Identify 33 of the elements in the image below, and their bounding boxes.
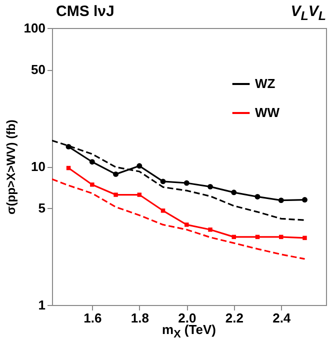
point xyxy=(160,178,166,184)
y-tick-label: 1 xyxy=(38,298,46,312)
point xyxy=(89,159,95,165)
line-series xyxy=(52,140,306,221)
text: V$_{L}$V$_{L}$ xyxy=(290,3,326,23)
point xyxy=(302,197,308,203)
y-tick-label: 100 xyxy=(24,20,46,36)
line-series xyxy=(52,178,306,260)
point xyxy=(114,192,118,197)
point xyxy=(184,180,190,186)
x-tick-label: 1.8 xyxy=(130,310,149,326)
x-tick-label: 2.2 xyxy=(225,310,244,326)
y-tick-label: 5 xyxy=(38,200,46,216)
chart-title: CMS lνJ xyxy=(56,3,114,20)
point xyxy=(184,222,189,227)
point xyxy=(231,190,237,196)
point xyxy=(137,192,142,197)
x-tick-label: 1.6 xyxy=(84,310,102,326)
y-tick-label: 50 xyxy=(31,62,46,78)
x-tick-label: 2.4 xyxy=(272,310,292,326)
point xyxy=(208,228,212,232)
point xyxy=(136,163,142,169)
y-tick-label: 10 xyxy=(31,159,46,174)
legend-label: WW xyxy=(255,105,280,120)
y-axis-title: σ(pp>X>WV) (fb) xyxy=(4,120,18,214)
point xyxy=(160,208,166,213)
point xyxy=(208,184,213,190)
point xyxy=(302,236,307,240)
legend-label: WZ xyxy=(255,76,276,91)
point xyxy=(254,194,260,200)
point xyxy=(90,182,94,187)
point xyxy=(113,171,119,177)
point xyxy=(278,198,284,204)
